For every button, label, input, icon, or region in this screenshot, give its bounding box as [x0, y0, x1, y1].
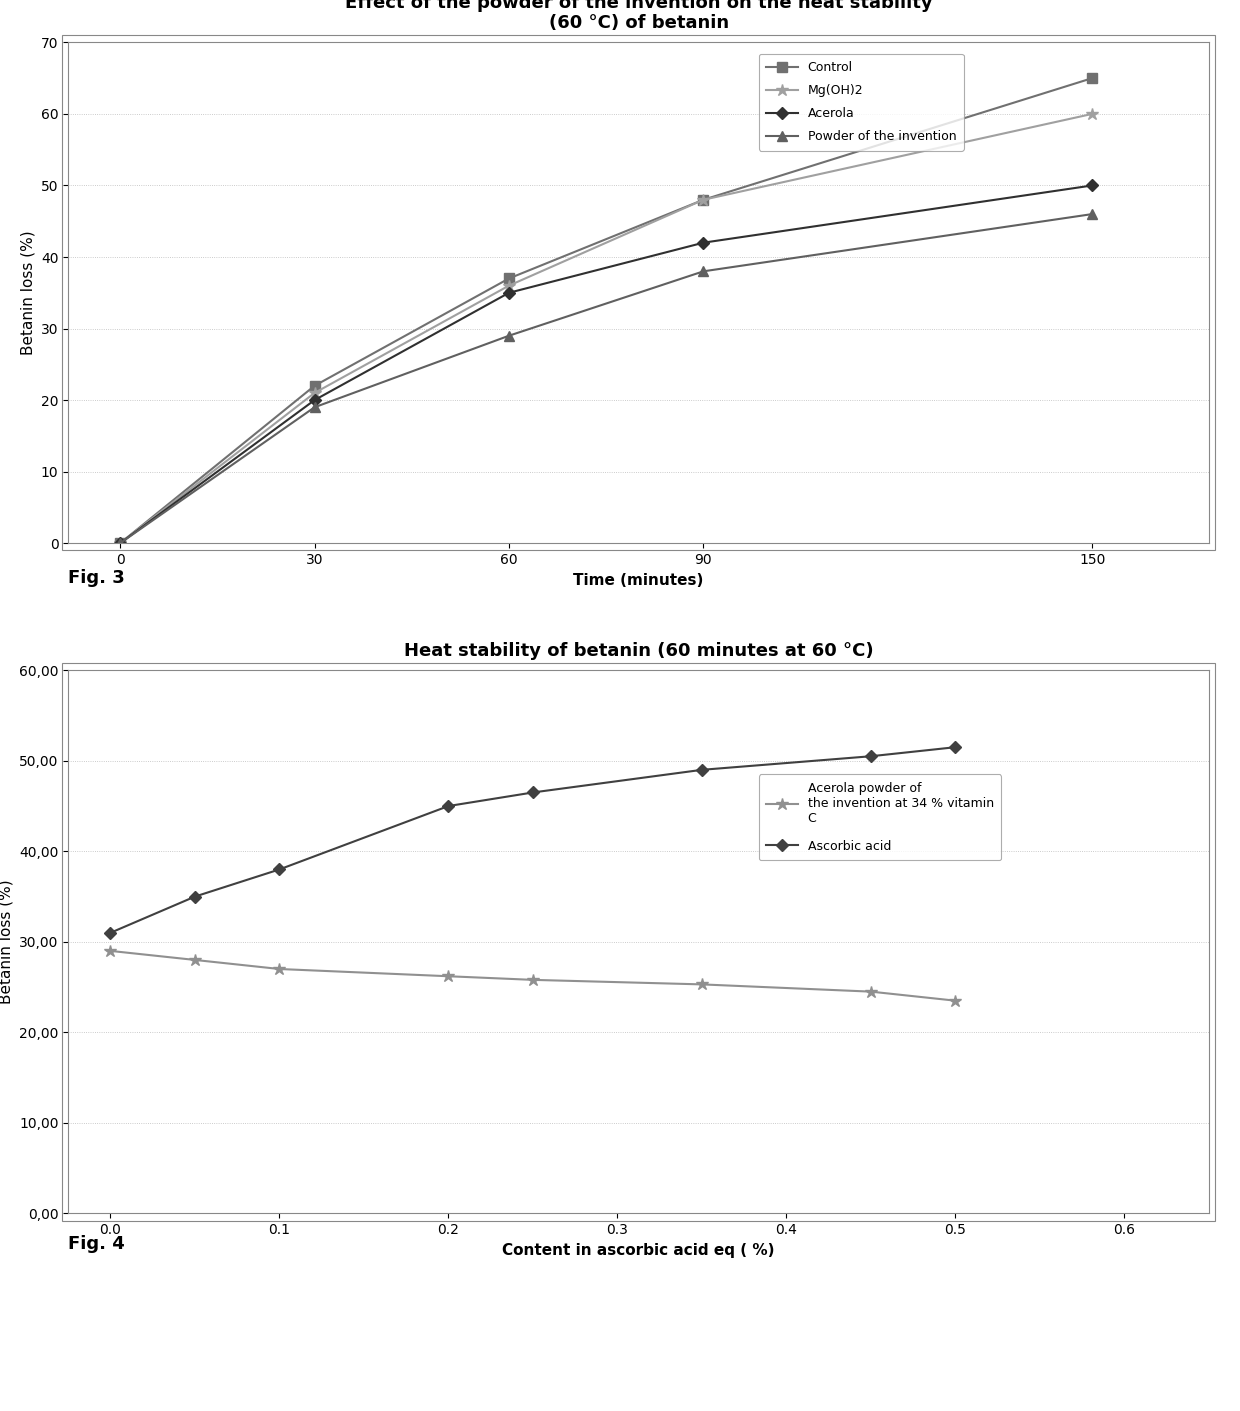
- Ascorbic acid: [863, 748, 878, 765]
- Acerola powder of
the invention at 34 % vitamin
C: [187, 951, 202, 968]
- Mg(OH)2: [308, 384, 322, 401]
- Ascorbic acid: [949, 739, 963, 756]
- Text: Fig. 4: Fig. 4: [68, 1235, 125, 1253]
- Line: Powder of the invention: Powder of the invention: [115, 209, 1097, 547]
- X-axis label: Time (minutes): Time (minutes): [573, 573, 704, 587]
- Control: [308, 377, 322, 394]
- Acerola: [501, 285, 516, 302]
- Y-axis label: Betanin loss (%): Betanin loss (%): [0, 879, 14, 1005]
- Control: [1085, 69, 1100, 86]
- Acerola: [696, 234, 711, 251]
- Ascorbic acid: [526, 785, 541, 801]
- Ascorbic acid: [441, 797, 456, 814]
- Powder of the invention: [308, 399, 322, 416]
- Legend: Control, Mg(OH)2, Acerola, Powder of the invention: Control, Mg(OH)2, Acerola, Powder of the…: [759, 54, 963, 151]
- Line: Acerola powder of
the invention at 34 % vitamin
C: Acerola powder of the invention at 34 % …: [104, 944, 962, 1007]
- Ascorbic acid: [187, 888, 202, 904]
- Y-axis label: Betanin loss (%): Betanin loss (%): [20, 230, 35, 356]
- X-axis label: Content in ascorbic acid eq ( %): Content in ascorbic acid eq ( %): [502, 1243, 775, 1257]
- Powder of the invention: [1085, 206, 1100, 223]
- Acerola powder of
the invention at 34 % vitamin
C: [441, 968, 456, 985]
- Acerola powder of
the invention at 34 % vitamin
C: [863, 983, 878, 1000]
- Powder of the invention: [501, 327, 516, 344]
- Acerola: [308, 392, 322, 409]
- Title: Heat stability of betanin (60 minutes at 60 °C): Heat stability of betanin (60 minutes at…: [404, 642, 873, 660]
- Line: Acerola: Acerola: [115, 181, 1096, 547]
- Acerola powder of
the invention at 34 % vitamin
C: [949, 992, 963, 1009]
- Mg(OH)2: [1085, 106, 1100, 123]
- Control: [501, 270, 516, 286]
- Legend: Acerola powder of
the invention at 34 % vitamin
C, Ascorbic acid: Acerola powder of the invention at 34 % …: [759, 775, 1002, 861]
- Line: Mg(OH)2: Mg(OH)2: [114, 107, 1099, 549]
- Control: [113, 535, 128, 552]
- Acerola powder of
the invention at 34 % vitamin
C: [272, 961, 286, 978]
- Powder of the invention: [113, 535, 128, 552]
- Ascorbic acid: [694, 762, 709, 779]
- Text: Fig. 3: Fig. 3: [68, 569, 125, 587]
- Ascorbic acid: [103, 924, 118, 941]
- Title: Effect of the powder of the invention on the heat stability
(60 °C) of betanin: Effect of the powder of the invention on…: [345, 0, 932, 32]
- Acerola powder of
the invention at 34 % vitamin
C: [103, 943, 118, 959]
- Line: Ascorbic acid: Ascorbic acid: [107, 744, 960, 937]
- Ascorbic acid: [272, 861, 286, 878]
- Mg(OH)2: [113, 535, 128, 552]
- Acerola: [1085, 176, 1100, 193]
- Acerola powder of
the invention at 34 % vitamin
C: [526, 971, 541, 988]
- Acerola powder of
the invention at 34 % vitamin
C: [694, 976, 709, 993]
- Powder of the invention: [696, 262, 711, 279]
- Control: [696, 192, 711, 209]
- Line: Control: Control: [115, 73, 1097, 547]
- Mg(OH)2: [696, 192, 711, 209]
- Acerola: [113, 535, 128, 552]
- Mg(OH)2: [501, 277, 516, 293]
